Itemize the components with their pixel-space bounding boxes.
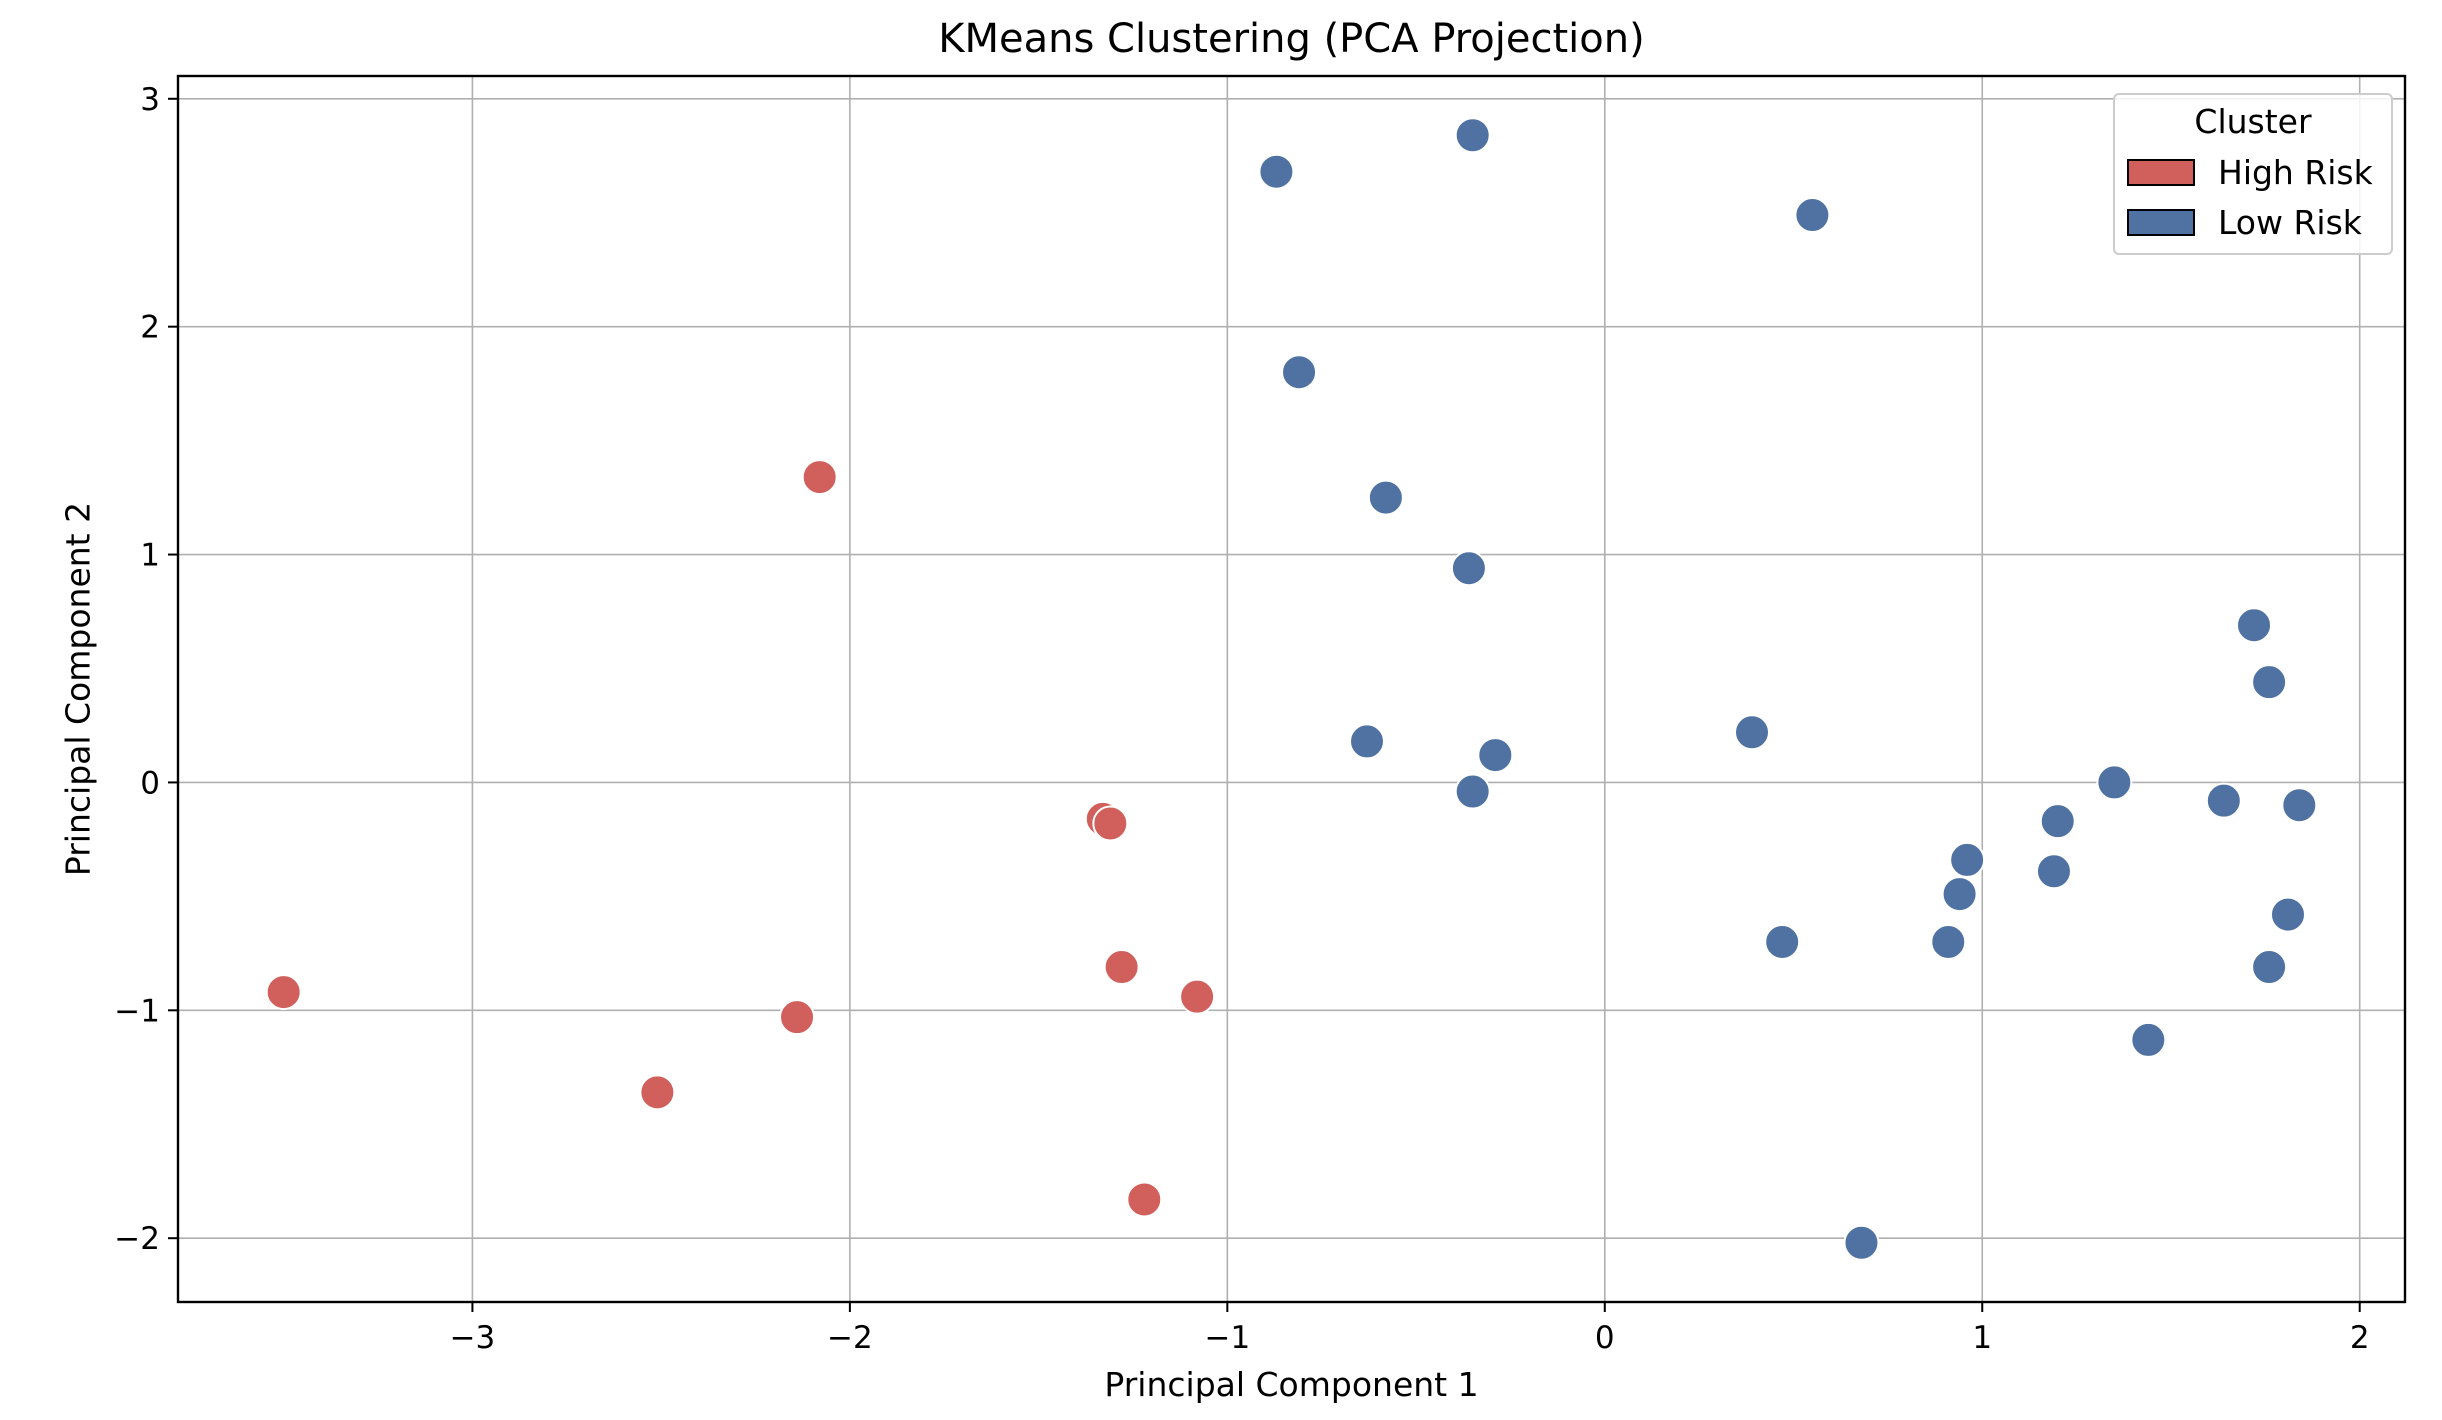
point-high-risk-1 <box>801 459 838 496</box>
x-tick-label-3: 0 <box>1595 1320 1615 1356</box>
grid <box>178 76 2405 1302</box>
y-tick-label-2: 0 <box>140 765 160 801</box>
point-low-risk-4 <box>1367 479 1404 516</box>
x-tick-label-2: −1 <box>1204 1320 1250 1356</box>
x-tick-label-5: 2 <box>2350 1320 2370 1356</box>
plot-frame <box>176 74 2407 1304</box>
point-low-risk-17 <box>2035 853 2072 890</box>
point-low-risk-15 <box>2039 803 2076 840</box>
legend-swatch-high-risk <box>2127 159 2195 186</box>
point-low-risk-11 <box>2251 664 2288 701</box>
point-low-risk-1 <box>1258 153 1295 190</box>
point-high-risk-6 <box>1103 949 1140 986</box>
point-low-risk-21 <box>1930 923 1967 960</box>
point-low-risk-0 <box>1454 117 1491 154</box>
point-high-risk-7 <box>1179 978 1216 1015</box>
point-low-risk-16 <box>1949 841 1986 878</box>
point-low-risk-19 <box>2269 896 2306 933</box>
y-axis-label: Principal Component 2 <box>59 502 98 876</box>
legend-swatch-low-risk <box>2127 209 2195 236</box>
legend-label-low-risk: Low Risk <box>2218 203 2363 242</box>
data-points <box>265 117 2318 1261</box>
x-axis-label: Principal Component 1 <box>1104 1365 1478 1404</box>
point-low-risk-3 <box>1281 354 1318 391</box>
point-high-risk-3 <box>779 999 816 1036</box>
point-high-risk-8 <box>1126 1181 1163 1218</box>
axis-ticks: −3 −2 −1 0 1 2 −2 −1 0 1 2 3 <box>114 82 2369 1356</box>
chart-title: KMeans Clustering (PCA Projection) <box>938 16 1644 62</box>
point-low-risk-13 <box>2205 782 2242 819</box>
point-low-risk-23 <box>2130 1021 2167 1058</box>
point-low-risk-14 <box>2281 787 2318 824</box>
point-high-risk-5 <box>1092 805 1129 842</box>
x-tick-label-0: −3 <box>450 1320 496 1356</box>
legend: Cluster High Risk Low Risk <box>2113 93 2393 255</box>
point-low-risk-8 <box>1454 773 1491 810</box>
point-high-risk-2 <box>639 1074 676 1111</box>
legend-label-high-risk: High Risk <box>2218 153 2374 192</box>
point-high-risk-0 <box>265 974 302 1011</box>
point-low-risk-10 <box>2236 607 2273 644</box>
point-low-risk-5 <box>1450 550 1487 587</box>
point-low-risk-24 <box>1843 1224 1880 1261</box>
x-tick-label-4: 1 <box>1972 1320 1992 1356</box>
y-tick-label-0: −2 <box>114 1221 160 1257</box>
point-low-risk-20 <box>1764 923 1801 960</box>
point-low-risk-9 <box>1733 714 1770 751</box>
point-low-risk-7 <box>1477 737 1514 774</box>
point-low-risk-18 <box>1941 876 1978 913</box>
legend-title: Cluster <box>2194 102 2312 141</box>
y-tick-label-5: 3 <box>140 82 160 118</box>
point-low-risk-2 <box>1794 197 1831 234</box>
point-low-risk-6 <box>1348 723 1385 760</box>
x-tick-label-1: −2 <box>827 1320 873 1356</box>
y-tick-label-4: 2 <box>140 310 160 346</box>
point-low-risk-12 <box>2096 764 2133 801</box>
y-tick-label-3: 1 <box>140 538 160 574</box>
point-low-risk-22 <box>2251 949 2288 986</box>
y-tick-label-1: −1 <box>114 993 160 1029</box>
